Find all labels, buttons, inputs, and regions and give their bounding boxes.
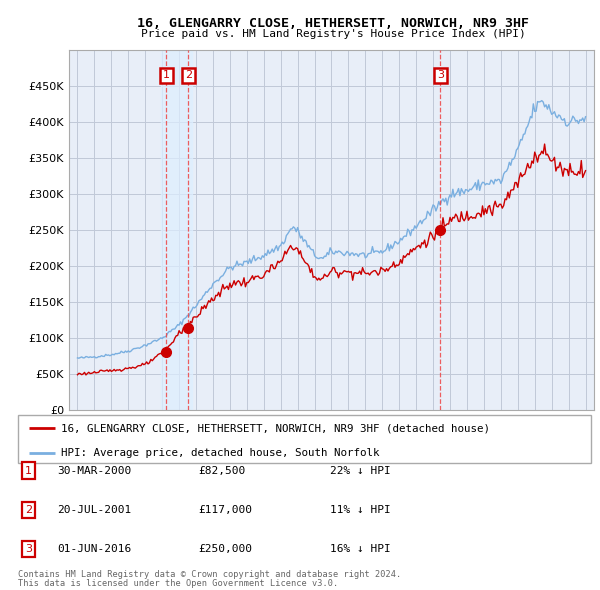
Text: HPI: Average price, detached house, South Norfolk: HPI: Average price, detached house, Sout…	[61, 447, 379, 457]
Bar	[161, 50, 192, 410]
Text: 01-JUN-2016: 01-JUN-2016	[57, 544, 131, 554]
Text: 16% ↓ HPI: 16% ↓ HPI	[330, 544, 391, 554]
Text: 1: 1	[25, 466, 32, 476]
Text: 3: 3	[437, 70, 444, 80]
Text: 22% ↓ HPI: 22% ↓ HPI	[330, 466, 391, 476]
Text: Contains HM Land Registry data © Crown copyright and database right 2024.: Contains HM Land Registry data © Crown c…	[18, 570, 401, 579]
Text: 11% ↓ HPI: 11% ↓ HPI	[330, 505, 391, 515]
Text: 30-MAR-2000: 30-MAR-2000	[57, 466, 131, 476]
Text: 16, GLENGARRY CLOSE, HETHERSETT, NORWICH, NR9 3HF (detached house): 16, GLENGARRY CLOSE, HETHERSETT, NORWICH…	[61, 423, 490, 433]
Text: This data is licensed under the Open Government Licence v3.0.: This data is licensed under the Open Gov…	[18, 579, 338, 588]
Text: £117,000: £117,000	[198, 505, 252, 515]
Text: Price paid vs. HM Land Registry's House Price Index (HPI): Price paid vs. HM Land Registry's House …	[140, 29, 526, 39]
Text: £250,000: £250,000	[198, 544, 252, 554]
Text: 2: 2	[185, 70, 192, 80]
Text: 3: 3	[25, 544, 32, 554]
Text: 1: 1	[163, 70, 170, 80]
Text: 2: 2	[25, 505, 32, 515]
Text: 20-JUL-2001: 20-JUL-2001	[57, 505, 131, 515]
Text: £82,500: £82,500	[198, 466, 245, 476]
Text: 16, GLENGARRY CLOSE, HETHERSETT, NORWICH, NR9 3HF: 16, GLENGARRY CLOSE, HETHERSETT, NORWICH…	[137, 17, 529, 30]
